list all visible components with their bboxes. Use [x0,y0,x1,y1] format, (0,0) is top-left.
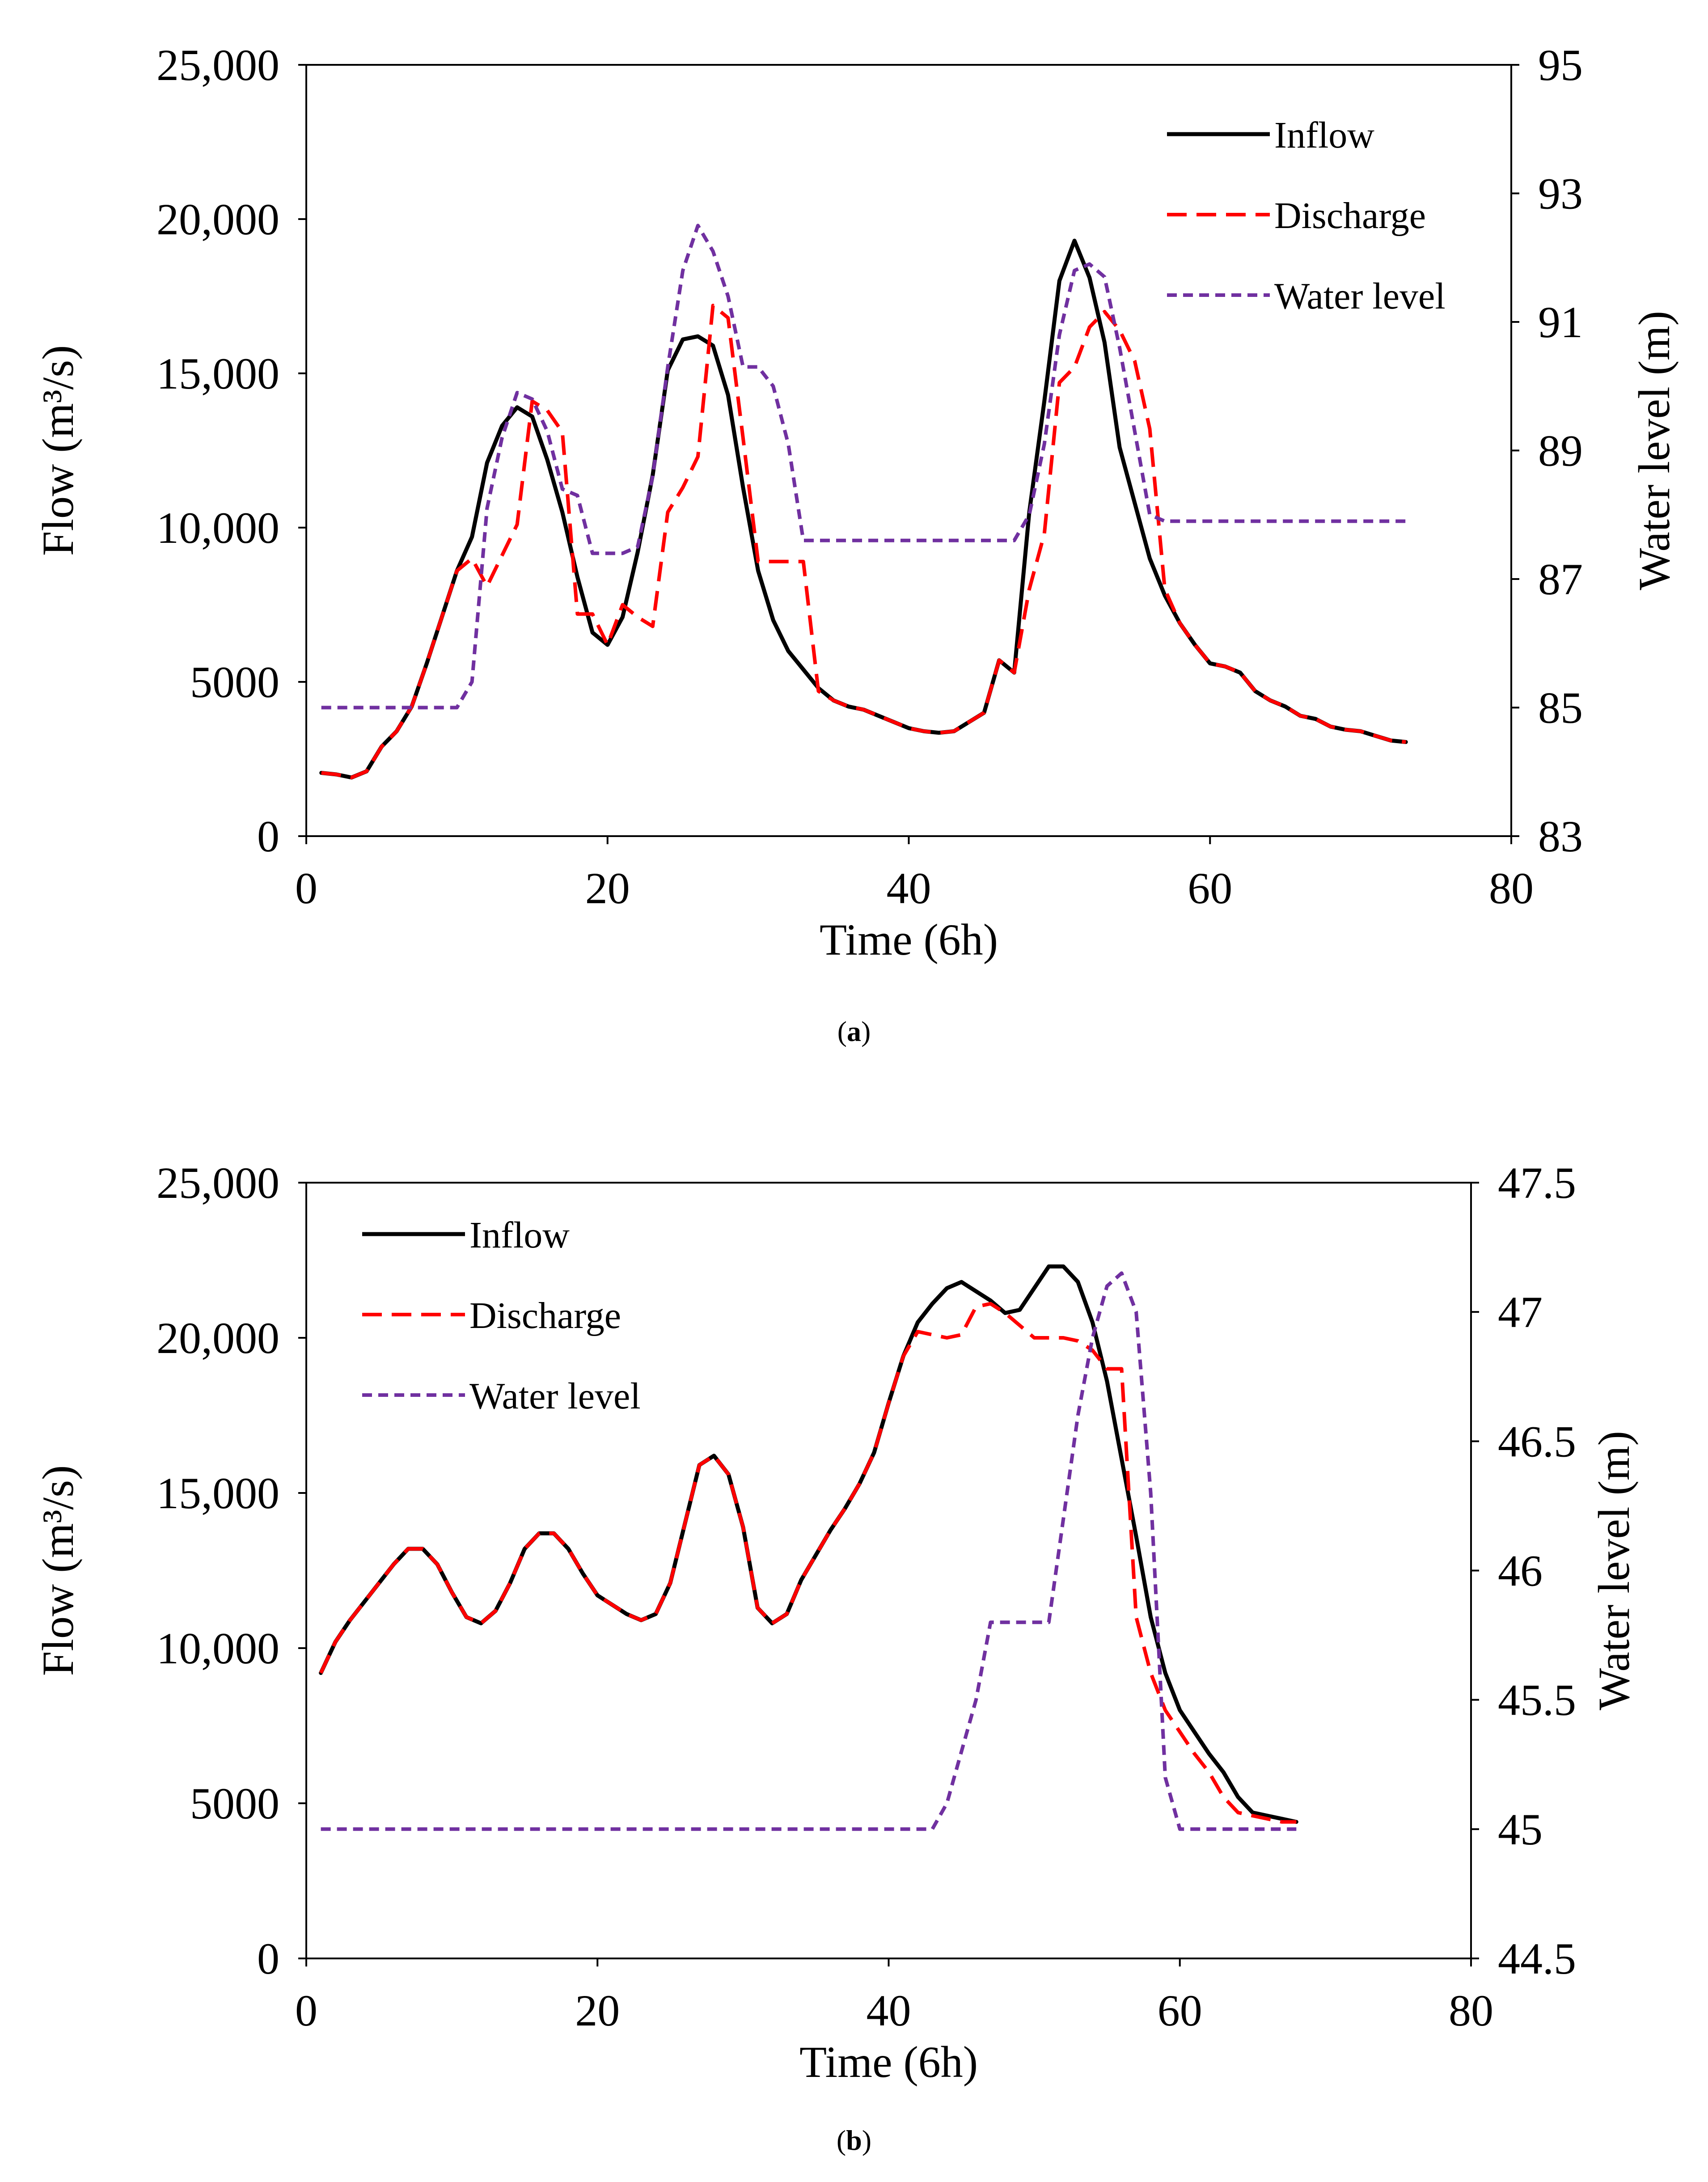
caption-a-label: a [847,1015,861,1047]
y-left-axis-label: Flow (m³/s) [33,345,83,556]
x-tick-label: 40 [887,863,931,913]
legend-label: Discharge [469,1295,621,1336]
y-right-axis-label: Water level (m) [1629,311,1679,590]
caption-a: (a) [837,1015,871,1047]
y-left-tick-label: 0 [257,812,279,861]
x-tick-label: 60 [1158,1986,1202,2035]
chart-a: 0 20 40 60 80 0 5000 10,000 15,000 20,000 25,000 83… [33,40,1679,964]
y-right-axis-label: Water level (m) [1589,1431,1639,1710]
y-left-tick-label: 10,000 [156,503,279,553]
caption-b: (b) [836,2124,872,2156]
plot-frame [305,64,1512,837]
legend: Inflow Discharge Water level [362,1214,641,1417]
y-right-tick-label: 91 [1538,297,1583,347]
x-tick-label: 0 [295,863,317,913]
y-right-tick-label: 47 [1498,1287,1543,1337]
series-line-inflow [319,238,1408,780]
y-left-tick-label: 25,000 [156,1158,279,1208]
y-left-axis-label: Flow (m³/s) [33,1465,83,1676]
series-line-discharge [321,304,1406,779]
chart-b: 0 20 40 60 80 0 5000 10,000 15,000 20,000 25,000 44… [33,1158,1639,2087]
legend-label: Discharge [1274,195,1426,237]
legend: Inflow Discharge Water level [1167,114,1446,317]
y-right-tick-label: 83 [1538,812,1583,861]
y-right-tick-label: 89 [1538,426,1583,476]
y-right-tick-label: 45 [1498,1805,1543,1854]
series-line-discharge [319,1302,1297,1824]
y-left-tick-label: 15,000 [156,1468,279,1518]
y-left-tick-label: 20,000 [156,1313,279,1363]
y-right-tick-label: 45.5 [1498,1675,1576,1725]
x-tick-label: 20 [575,1986,620,2035]
y-left-tick-label: 15,000 [156,349,279,398]
series-line-water-level [321,1271,1297,1831]
y-left-tick-label: 10,000 [156,1624,279,1673]
x-tick-label: 80 [1489,863,1534,913]
y-left-tick-label: 25,000 [156,40,279,90]
y-right-tick-label: 44.5 [1498,1934,1576,1983]
series-line-inflow [319,1264,1298,1824]
y-right-tick-label: 85 [1538,683,1583,733]
y-right-tick-label: 47.5 [1498,1158,1576,1208]
y-right-tick-label: 46 [1498,1546,1543,1596]
x-tick-label: 40 [867,1986,911,2035]
y-right-tick-label: 87 [1538,554,1583,604]
x-tick-label: 60 [1188,863,1232,913]
x-tick-label: 0 [295,1986,317,2035]
y-left-tick-label: 5000 [190,1779,279,1828]
x-axis-label: Time (6h) [820,915,998,964]
legend-label: Inflow [1274,114,1374,156]
x-tick-label: 20 [585,863,630,913]
legend-label: Water level [469,1375,641,1417]
y-right-tick-label: 93 [1538,169,1583,219]
legend-label: Inflow [469,1214,570,1256]
series-line-water-level [321,224,1406,710]
y-left-tick-label: 5000 [190,657,279,707]
x-axis-label: Time (6h) [799,2037,978,2087]
x-tick-label: 80 [1449,1986,1493,2035]
y-left-tick-label: 20,000 [156,195,279,244]
caption-b-label: b [846,2124,862,2156]
y-right-tick-label: 46.5 [1498,1417,1576,1466]
legend-label: Water level [1274,275,1446,317]
y-left-tick-label: 0 [257,1934,279,1983]
y-right-tick-label: 95 [1538,40,1583,90]
